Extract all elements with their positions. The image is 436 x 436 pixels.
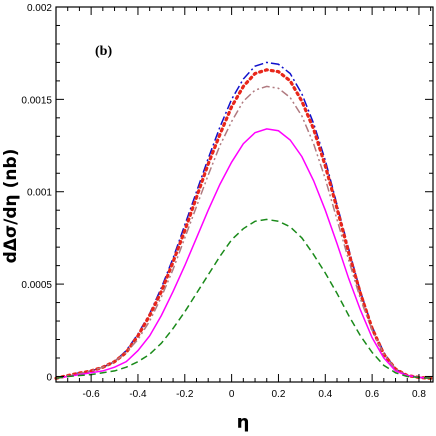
y-tick-label: 0.0015 — [21, 95, 52, 106]
ticks-layer: -0.6 -0.4 -0.2 0 0.2 0.4 0.6 0.8 0 0.0005 0.001 0.0… — [21, 3, 433, 400]
y-axis-title: dΔσ/dη (nb) — [1, 149, 21, 264]
x-tick-label: 0.6 — [365, 389, 379, 400]
series-line-3 — [55, 85, 431, 380]
x-tick-label: -0.6 — [83, 389, 101, 400]
y-tick-label: 0.001 — [27, 188, 52, 199]
x-tick-label: 0.4 — [318, 389, 332, 400]
x-tick-label: -0.2 — [176, 389, 194, 400]
series-line-4 — [55, 128, 431, 380]
x-tick-label: 0.8 — [412, 389, 426, 400]
x-axis-title: η — [237, 412, 250, 433]
series-line-5 — [55, 218, 431, 380]
x-tick-label: 0.2 — [272, 389, 286, 400]
y-tick-label: 0 — [46, 372, 52, 383]
x-tick-label: -0.4 — [129, 389, 147, 400]
series-layer — [54, 61, 433, 380]
panel-label: (b) — [95, 44, 112, 59]
x-tick-label: 0 — [229, 389, 235, 400]
y-tick-label: 0.002 — [27, 3, 52, 14]
y-tick-label: 0.0005 — [21, 280, 52, 291]
plot-frame — [55, 6, 434, 383]
